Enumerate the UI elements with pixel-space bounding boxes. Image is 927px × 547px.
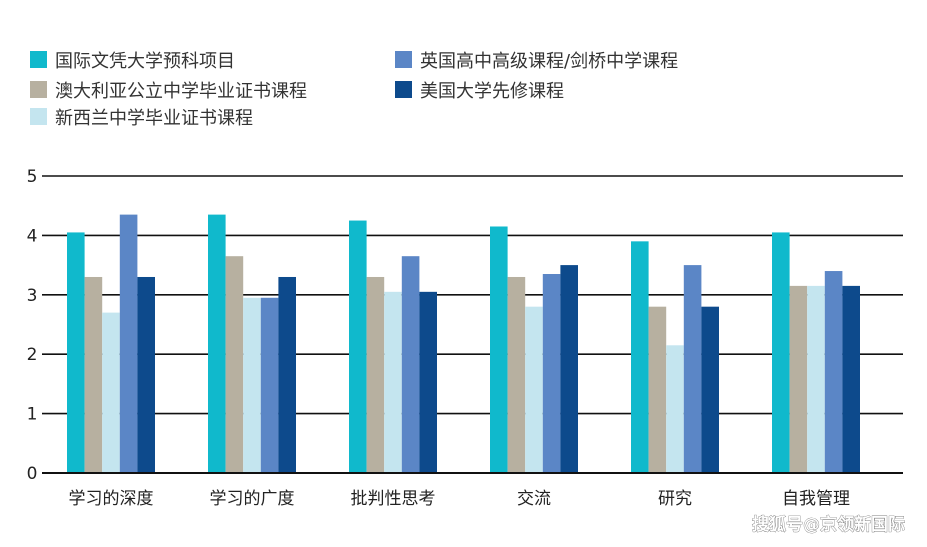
- bar-group: [631, 241, 719, 473]
- x-category-label: 学习的深度: [69, 489, 154, 509]
- bar: [84, 276, 103, 473]
- legend-swatch: [30, 108, 47, 125]
- y-tick-label: 2: [27, 345, 38, 365]
- bar: [102, 312, 120, 473]
- bar: [119, 214, 138, 474]
- bar: [824, 271, 843, 473]
- x-axis-categories: 学习的深度 学习的广度 批判性思考 交流 研究 自我管理: [69, 489, 851, 509]
- bar: [842, 285, 860, 473]
- bar: [225, 256, 244, 473]
- bar: [278, 276, 296, 473]
- bar-group: [67, 214, 155, 474]
- bar: [384, 291, 402, 473]
- bar-group: [208, 214, 296, 474]
- x-category-label: 自我管理: [782, 489, 850, 509]
- bar: [631, 241, 649, 473]
- legend-label: 新西兰中学毕业证书课程: [55, 108, 253, 129]
- bar: [683, 265, 702, 473]
- bar: [208, 214, 226, 474]
- legend-label: 澳大利亚公立中学毕业证书课程: [55, 81, 307, 102]
- bar: [349, 220, 367, 473]
- y-tick-label: 0: [27, 464, 38, 484]
- bar: [401, 256, 420, 473]
- bar-group: [490, 226, 578, 473]
- bar: [542, 274, 561, 473]
- bar: [701, 306, 719, 473]
- y-tick-label: 3: [27, 286, 38, 306]
- bar: [772, 232, 790, 473]
- legend-item: 国际文凭大学预科项目: [30, 51, 235, 72]
- legend-label: 英国高中高级课程/剑桥中学课程: [420, 51, 678, 72]
- y-tick-label: 1: [27, 405, 38, 425]
- x-category-label: 交流: [517, 489, 551, 509]
- legend-swatch: [30, 51, 47, 68]
- legend-label: 国际文凭大学预科项目: [55, 51, 235, 72]
- legend-label: 美国大学先修课程: [420, 81, 564, 102]
- bar: [560, 265, 578, 473]
- legend-swatch: [395, 51, 412, 68]
- bar: [137, 276, 155, 473]
- x-category-label: 研究: [658, 489, 692, 509]
- bar: [419, 291, 437, 473]
- x-category-label: 学习的广度: [210, 489, 295, 509]
- bar: [789, 285, 808, 473]
- x-category-label: 批判性思考: [351, 489, 436, 509]
- bar: [260, 297, 279, 473]
- watermark-text: 搜狐号@京领新国际: [752, 514, 905, 535]
- watermark: 搜狐号@京领新国际: [752, 514, 906, 536]
- legend-item: 美国大学先修课程: [395, 81, 564, 102]
- bar: [525, 306, 543, 473]
- bar: [366, 276, 385, 473]
- bar: [243, 297, 261, 473]
- legend-item: 英国高中高级课程/剑桥中学课程: [395, 51, 678, 72]
- bar: [490, 226, 508, 473]
- bar: [807, 285, 825, 473]
- bar: [666, 345, 684, 473]
- y-tick-label: 5: [27, 167, 38, 187]
- bar-group: [349, 220, 437, 473]
- legend-item: 新西兰中学毕业证书课程: [30, 108, 253, 129]
- bar: [648, 306, 667, 473]
- y-tick-label: 4: [27, 226, 38, 246]
- bars: [42, 214, 903, 474]
- bar-group: [772, 232, 860, 473]
- bar: [67, 232, 85, 473]
- bar: [507, 276, 526, 473]
- legend-item: 澳大利亚公立中学毕业证书课程: [30, 81, 307, 102]
- y-axis-ticks: 0 1 2 3 4 5: [27, 167, 38, 484]
- legend-swatch: [395, 81, 412, 98]
- legend-swatch: [30, 81, 47, 98]
